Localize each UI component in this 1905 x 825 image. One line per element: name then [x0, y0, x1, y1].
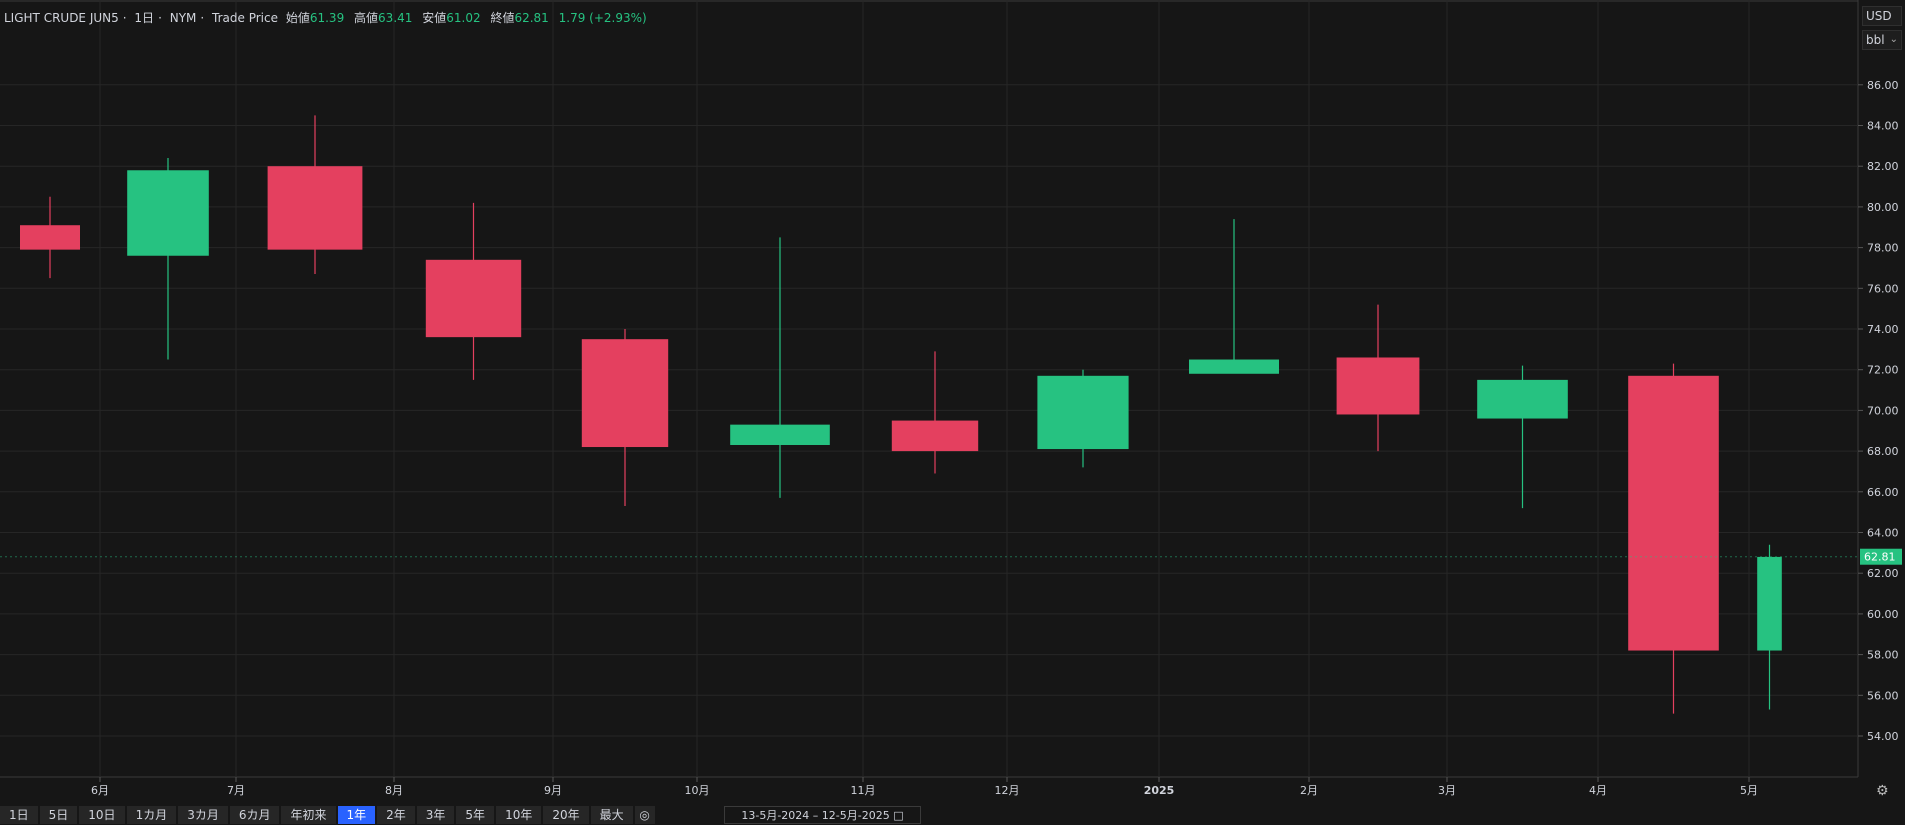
open-label: 始値: [285, 11, 310, 25]
candle-body: [1628, 375, 1719, 651]
candle-body: [1477, 379, 1568, 419]
x-tick-label: 10月: [685, 784, 710, 797]
timeframe-settings-icon[interactable]: ◎: [634, 806, 655, 824]
timeframe-button-8[interactable]: 2年: [377, 806, 415, 824]
candle-body: [1037, 375, 1129, 450]
y-tick-label: 58.00: [1867, 649, 1899, 662]
y-tick-label: 66.00: [1867, 486, 1899, 499]
candle-body: [891, 420, 979, 452]
candle-body: [20, 225, 80, 250]
low-value: 61.02: [446, 11, 481, 25]
y-tick-label: 76.00: [1867, 282, 1899, 295]
candle-body: [1757, 556, 1782, 651]
y-tick-label: 70.00: [1867, 404, 1899, 417]
y-tick-label: 56.00: [1867, 689, 1899, 702]
timeframe-button-10[interactable]: 5年: [456, 806, 495, 824]
timeframe-button-13[interactable]: 最大: [590, 806, 633, 824]
unit-select[interactable]: bbl ⌄: [1862, 30, 1902, 50]
x-tick-label: 8月: [385, 784, 403, 797]
x-tick-label: 11月: [851, 784, 876, 797]
x-tick-label: 2月: [1300, 784, 1318, 797]
candle-body: [127, 170, 209, 256]
timeframe-button-4[interactable]: 3カ月: [178, 806, 228, 824]
candle-body: [581, 339, 669, 448]
price-type: Trade Price: [212, 11, 278, 25]
timeframe-button-3[interactable]: 1カ月: [126, 806, 177, 824]
date-range-picker[interactable]: 13-5月-2024 – 12-5月-2025 □: [724, 806, 921, 824]
chevron-down-icon: ⌄: [1889, 34, 1898, 45]
timeframe-toolbar: 1日 5日 10日 1カ月 3カ月 6カ月 年初来 1年 2年 3年 5年 10年 20年 最大 ◎: [0, 806, 657, 824]
chart-settings-gear-icon[interactable]: ⚙: [1876, 783, 1889, 799]
candle-body: [730, 424, 830, 445]
timeframe-button-0[interactable]: 1日: [0, 806, 38, 824]
candle-body: [425, 259, 522, 338]
candles: [20, 115, 1782, 714]
symbol-name: LIGHT CRUDE JUN5: [4, 11, 119, 25]
date-range-text: 13-5月-2024 – 12-5月-2025: [741, 809, 890, 822]
y-tick-label: 78.00: [1867, 242, 1899, 255]
low-label: 安値: [422, 11, 447, 25]
x-tick-label: 7月: [227, 784, 245, 797]
open-value: 61.39: [309, 11, 345, 25]
high-label: 高値: [354, 11, 379, 25]
change-value: 1.79 (+2.93%): [558, 11, 647, 25]
timeframe-button-9[interactable]: 3年: [416, 806, 455, 824]
timeframe-button-2[interactable]: 10日: [79, 806, 125, 824]
x-tick-label: 5月: [1740, 784, 1758, 797]
candle-body: [267, 166, 363, 250]
timeframe-button-12[interactable]: 20年: [543, 806, 589, 824]
last-price-label: 62.81: [1864, 551, 1896, 564]
currency-value: USD: [1866, 9, 1892, 23]
y-tick-label: 60.00: [1867, 608, 1899, 621]
candle-body: [1189, 359, 1279, 374]
x-tick-label: 12月: [995, 784, 1020, 797]
y-tick-label: 82.00: [1867, 160, 1899, 173]
timeframe-button-1[interactable]: 5日: [39, 806, 78, 824]
chart-header: LIGHT CRUDE JUN5 · 1日 · NYM · Trade Price 始…: [4, 11, 647, 25]
unit-value: bbl: [1866, 33, 1885, 47]
interval: 1日: [134, 11, 155, 25]
last-price-tag: [1860, 548, 1902, 565]
timeframe-button-7[interactable]: 1年: [337, 806, 376, 824]
currency-select[interactable]: USD: [1862, 6, 1902, 26]
y-tick-label: 62.00: [1867, 567, 1899, 580]
timeframe-button-11[interactable]: 10年: [496, 806, 542, 824]
x-tick-label: 9月: [544, 784, 562, 797]
high-value: 63.41: [378, 11, 413, 25]
calendar-icon: □: [893, 809, 904, 822]
timeframe-button-5[interactable]: 6カ月: [229, 806, 280, 824]
close-value: 62.81: [514, 11, 549, 25]
y-tick-label: 54.00: [1867, 730, 1899, 743]
y-tick-label: 86.00: [1867, 79, 1899, 92]
y-tick-label: 72.00: [1867, 364, 1899, 377]
close-label: 終値: [490, 11, 515, 25]
timeframe-button-6[interactable]: 年初来: [281, 806, 336, 824]
x-tick-label: 6月: [91, 784, 109, 797]
y-tick-label: 74.00: [1867, 323, 1899, 336]
y-tick-label: 84.00: [1867, 120, 1899, 133]
exchange: NYM: [169, 11, 197, 25]
y-tick-label: 64.00: [1867, 527, 1899, 540]
candle-body: [1336, 357, 1420, 415]
x-tick-label: 4月: [1589, 784, 1607, 797]
x-tick-label: 3月: [1438, 784, 1456, 797]
y-tick-label: 68.00: [1867, 445, 1899, 458]
x-tick-label: 2025: [1144, 784, 1175, 797]
y-tick-label: 80.00: [1867, 201, 1899, 214]
